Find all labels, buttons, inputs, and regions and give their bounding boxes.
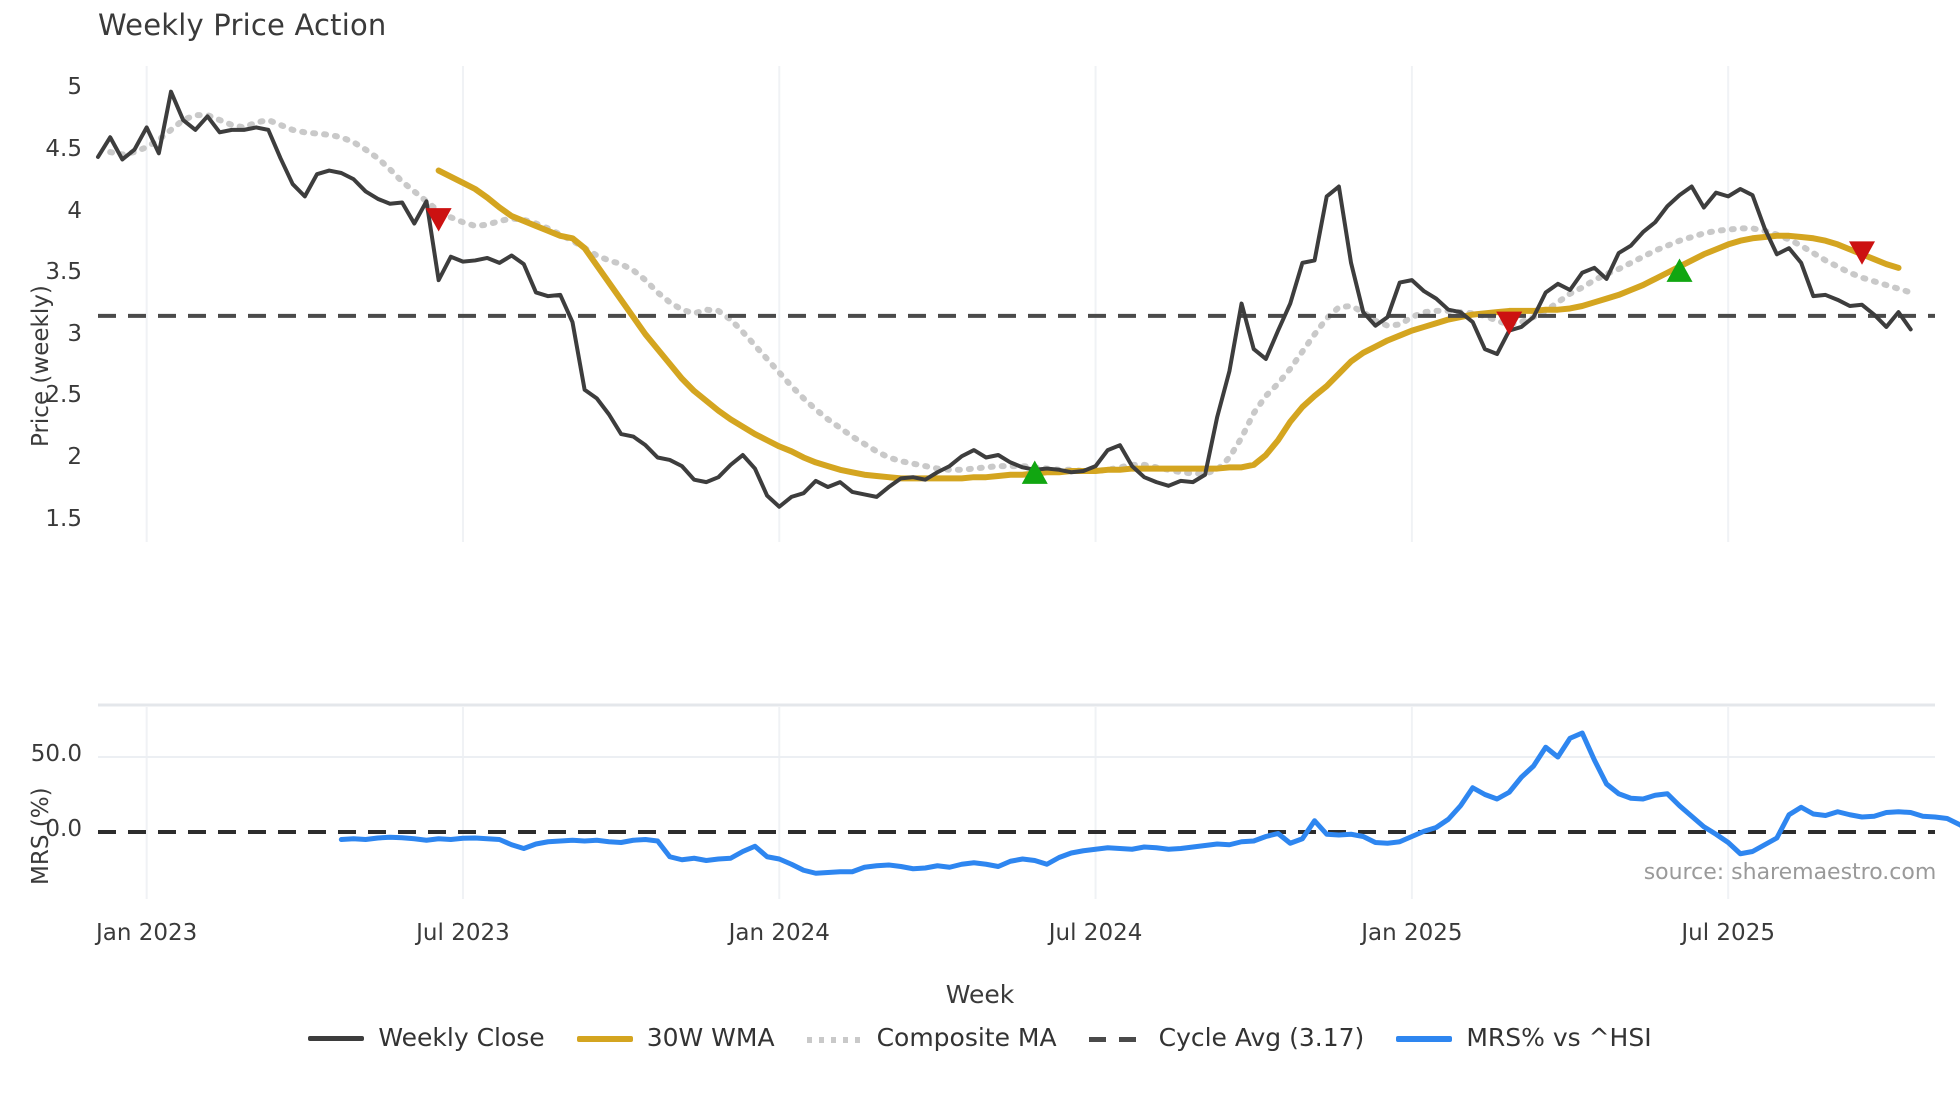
series-composite-ma <box>107 112 1914 477</box>
price-ytick-3: 3.5 <box>45 259 82 286</box>
legend-item-3[interactable]: Cycle Avg (3.17) <box>1088 1023 1365 1052</box>
series-mrs-percent <box>338 730 1960 876</box>
price-ytick-6: 2 <box>67 443 82 470</box>
xtick-2: Jan 2024 <box>728 920 830 946</box>
legend-swatch-2 <box>806 1027 863 1049</box>
mrs-ytick-0: 50.0 <box>30 741 82 767</box>
source-watermark: source: sharemaestro.com <box>1643 860 1937 885</box>
xtick-4: Jan 2025 <box>1361 920 1463 946</box>
legend-swatch-1 <box>576 1027 633 1049</box>
buy-marker-1[interactable] <box>1021 460 1048 484</box>
legend-label-2: Composite MA <box>876 1023 1057 1052</box>
legend-swatch-4 <box>1396 1027 1453 1049</box>
sell-marker-4[interactable] <box>1849 241 1876 265</box>
buy-marker-3[interactable] <box>1666 258 1693 282</box>
legend-label-4: MRS% vs ^HSI <box>1466 1023 1652 1052</box>
legend-item-0[interactable]: Weekly Close <box>308 1023 545 1052</box>
price-ytick-1: 4.5 <box>45 136 82 163</box>
legend-label-0: Weekly Close <box>378 1023 545 1052</box>
sell-marker-0[interactable] <box>425 208 452 232</box>
xtick-1: Jul 2023 <box>416 920 510 946</box>
x-axis-label: Week <box>945 980 1015 1009</box>
legend-swatch-3 <box>1088 1027 1145 1049</box>
mrs-ytick-1: 0.0 <box>45 816 82 842</box>
legend-label-3: Cycle Avg (3.17) <box>1158 1023 1365 1052</box>
price-ytick-4: 3 <box>67 320 82 347</box>
price-ytick-0: 5 <box>67 74 82 101</box>
chart-legend: Weekly Close 30W WMA Composite MA Cycle Avg… <box>0 1023 1960 1052</box>
legend-label-1: 30W WMA <box>646 1023 775 1052</box>
sell-marker-2[interactable] <box>1496 311 1523 336</box>
price-ytick-7: 1.5 <box>45 505 82 532</box>
price-ytick-2: 4 <box>67 197 82 224</box>
legend-item-2[interactable]: Composite MA <box>806 1023 1057 1052</box>
xtick-0: Jan 2023 <box>96 920 198 946</box>
legend-swatch-0 <box>308 1027 365 1049</box>
price-ytick-5: 2.5 <box>45 382 82 409</box>
xtick-3: Jul 2024 <box>1048 920 1143 946</box>
legend-item-4[interactable]: MRS% vs ^HSI <box>1396 1023 1652 1052</box>
legend-item-1[interactable]: 30W WMA <box>576 1023 775 1052</box>
chart-title: Weekly Price Action <box>98 8 387 42</box>
xtick-5: Jul 2025 <box>1681 920 1775 946</box>
series-30w-wma <box>435 167 1902 482</box>
series-weekly-close <box>96 89 1913 509</box>
